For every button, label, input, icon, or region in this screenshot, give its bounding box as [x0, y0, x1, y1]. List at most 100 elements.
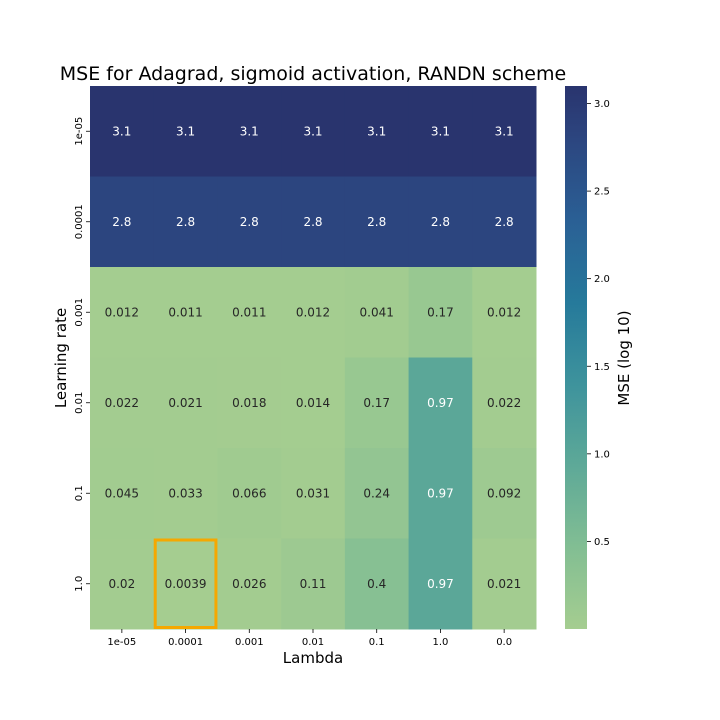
heatmap-cell	[281, 357, 346, 449]
cell-value-label: 0.4	[367, 577, 386, 591]
y-tick-label: 1e-05	[74, 117, 85, 146]
y-tick-label: 1.0	[74, 576, 85, 592]
cell-value-label: 0.97	[427, 396, 454, 410]
heatmap-cell	[217, 357, 282, 449]
cell-value-label: 3.1	[240, 124, 259, 138]
cell-value-label: 0.033	[168, 486, 202, 500]
heatmap-cell	[217, 448, 282, 539]
heatmap-cell	[153, 86, 218, 177]
y-tick-label: 0.0001	[74, 204, 85, 239]
cell-value-label: 0.022	[487, 396, 521, 410]
x-tick-label: 0.01	[302, 637, 324, 648]
heatmap-cell	[90, 357, 155, 449]
heatmap-cell	[281, 86, 346, 177]
cell-value-label: 0.11	[300, 577, 327, 591]
colorbar-tick-label: 3.0	[594, 99, 610, 110]
colorbar-tick-label: 1.0	[594, 449, 610, 460]
cell-value-label: 0.045	[105, 486, 139, 500]
heatmap-cell	[281, 448, 346, 539]
cell-value-label: 0.021	[168, 396, 202, 410]
x-tick-label: 0.001	[235, 637, 264, 648]
cell-value-label: 0.02	[108, 577, 135, 591]
heatmap-cell	[90, 538, 155, 630]
cell-value-label: 2.8	[240, 215, 259, 229]
colorbar-ticks: 0.5 1.0 1.5 2.0 2.5 3.0	[587, 99, 610, 548]
x-tick-label: 0.0	[496, 637, 512, 648]
heatmap-cell	[153, 357, 218, 449]
cell-value-label: 2.8	[431, 215, 450, 229]
heatmap-cell	[344, 538, 410, 630]
cell-value-label: 0.066	[232, 486, 266, 500]
x-tick-label: 1.0	[432, 637, 448, 648]
cell-value-label: 2.8	[112, 215, 131, 229]
heatmap-cell	[90, 176, 155, 268]
cell-value-label: 3.1	[367, 124, 386, 138]
colorbar-tick-label: 0.5	[594, 537, 610, 548]
heatmap-cell	[344, 357, 410, 449]
heatmap-cell	[408, 448, 473, 539]
heatmap-cell	[90, 448, 155, 539]
cell-value-label: 0.021	[487, 577, 521, 591]
heatmap-cell	[408, 538, 473, 630]
heatmap-cell	[153, 267, 218, 358]
x-tick-label: 0.0001	[168, 637, 203, 648]
cell-value-label: 2.8	[176, 215, 195, 229]
cell-value-label: 0.012	[296, 305, 330, 319]
cell-value-label: 0.022	[105, 396, 139, 410]
heatmap-cell	[281, 267, 346, 358]
cell-value-label: 0.17	[427, 305, 454, 319]
cell-value-label: 0.011	[168, 305, 202, 319]
heatmap-cell	[472, 267, 537, 358]
cell-value-label: 2.8	[495, 215, 514, 229]
y-axis-ticks: 1e-05 0.0001 0.001 0.01 0.1 1.0	[74, 117, 90, 592]
heatmap-cell	[344, 176, 410, 268]
cell-value-label: 0.014	[296, 396, 330, 410]
x-tick-label: 0.1	[369, 637, 385, 648]
cell-value-label: 3.1	[112, 124, 131, 138]
cell-value-label: 3.1	[431, 124, 450, 138]
y-tick-label: 0.001	[74, 298, 85, 327]
x-axis-label: Lambda	[283, 649, 343, 667]
cell-value-label: 3.1	[176, 124, 195, 138]
x-tick-label: 1e-05	[107, 637, 136, 648]
colorbar-tick-label: 2.5	[594, 187, 610, 198]
y-tick-label: 0.01	[74, 392, 85, 414]
heatmap-cell	[90, 86, 155, 177]
colorbar	[565, 86, 587, 629]
heatmap-cell	[153, 538, 218, 630]
heatmap-cell	[472, 538, 537, 630]
cell-value-label: 0.0039	[165, 577, 207, 591]
cell-value-label: 0.041	[360, 305, 394, 319]
heatmap-cell	[153, 448, 218, 539]
heatmap-cell	[281, 538, 346, 630]
cell-value-label: 2.8	[303, 215, 322, 229]
cell-value-label: 3.1	[303, 124, 322, 138]
heatmap-cell	[472, 448, 537, 539]
cell-value-label: 0.031	[296, 486, 330, 500]
heatmap-cell	[217, 86, 282, 177]
colorbar-tick-label: 1.5	[594, 362, 610, 373]
heatmap-cell	[217, 267, 282, 358]
heatmap-cell	[472, 176, 537, 268]
heatmap-cell	[281, 176, 346, 268]
cell-value-label: 0.018	[232, 396, 266, 410]
heatmap-cell	[472, 357, 537, 449]
chart-title: MSE for Adagrad, sigmoid activation, RAN…	[60, 63, 566, 85]
colorbar-label: MSE (log 10)	[615, 310, 633, 405]
best-cell-highlight	[153, 538, 218, 629]
heatmap-cell	[408, 176, 473, 268]
heatmap-cell	[90, 267, 155, 358]
heatmap-cell	[217, 176, 282, 268]
heatmap-cell	[153, 176, 218, 268]
heatmap-cell	[408, 267, 473, 358]
y-axis-label: Learning rate	[52, 308, 70, 408]
cell-value-label: 0.012	[105, 305, 139, 319]
cell-value-label: 0.97	[427, 486, 454, 500]
cell-value-label: 3.1	[495, 124, 514, 138]
x-axis-ticks: 1e-05 0.0001 0.001 0.01 0.1 1.0 0.0	[107, 629, 512, 648]
cell-value-label: 0.011	[232, 305, 266, 319]
heatmap-cell	[472, 86, 537, 177]
cell-value-label: 0.012	[487, 305, 521, 319]
heatmap-cell	[344, 86, 410, 177]
